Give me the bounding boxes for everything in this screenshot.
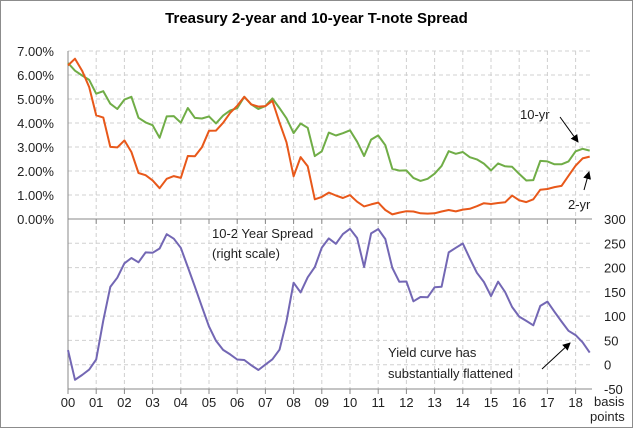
left-y-tick-label: 4.00%: [17, 116, 54, 131]
left-y-tick-label: 7.00%: [17, 44, 54, 59]
right-y-tick-label: 150: [604, 285, 626, 300]
left-y-tick-label: 6.00%: [17, 68, 54, 83]
tick-labels: 00 01 02 03 04 05 06 07 08 09 10 11 12 13 14 15 16 17 18 0.…: [17, 44, 626, 410]
series-lines: [67, 57, 591, 381]
x-tick-label: 11: [371, 395, 385, 410]
axes: [67, 51, 592, 394]
x-tick-label: 18: [568, 395, 582, 410]
annotation-spread-scale: (right scale): [212, 246, 280, 261]
x-tick-label: 01: [89, 395, 103, 410]
left-y-tick-label: 2.00%: [17, 164, 54, 179]
right-y-tick-label: 300: [604, 212, 626, 227]
arrow-10yr: [559, 116, 579, 143]
x-tick-label: 07: [258, 395, 272, 410]
y-unit-label-2: points: [590, 409, 625, 424]
right-y-tick-label: 250: [604, 236, 626, 251]
x-tick-label: 00: [61, 395, 75, 410]
arrow-flatten: [541, 342, 571, 370]
left-y-tick-label: 1.00%: [17, 188, 54, 203]
x-tick-label: 13: [427, 395, 441, 410]
x-tick-label: 15: [484, 395, 498, 410]
y-unit-label-1: basis: [594, 394, 625, 409]
left-y-tick-label: 0.00%: [17, 212, 54, 227]
x-tick-label: 06: [230, 395, 244, 410]
x-tick-label: 04: [174, 395, 188, 410]
x-tick-label: 10: [343, 395, 357, 410]
annotation-spread-label: 10-2 Year Spread: [212, 226, 313, 241]
x-tick-label: 08: [286, 395, 300, 410]
annotation-2yr: 2-yr: [568, 197, 591, 212]
x-tick-label: 02: [117, 395, 131, 410]
x-tick-label: 05: [202, 395, 216, 410]
right-y-tick-label: 100: [604, 309, 626, 324]
x-tick-label: 12: [399, 395, 413, 410]
arrow-2yr: [583, 171, 591, 191]
x-tick-label: 17: [540, 395, 554, 410]
series-2yr-line: [67, 57, 590, 216]
left-y-tick-label: 3.00%: [17, 140, 54, 155]
annotations: 10-yr 2-yr 10-2 Year Spread (right scale…: [212, 107, 625, 424]
series-10yr-line: [67, 62, 590, 182]
right-y-tick-label: 200: [604, 261, 626, 276]
annotation-10yr: 10-yr: [520, 107, 550, 122]
x-tick-label: 14: [456, 395, 470, 410]
x-tick-label: 09: [315, 395, 329, 410]
annotation-flatten-2: substantially flattened: [388, 366, 513, 381]
right-y-tick-label: 0: [604, 358, 611, 373]
right-y-tick-label: 50: [604, 333, 618, 348]
chart-title: Treasury 2-year and 10-year T-note Sprea…: [165, 10, 468, 27]
x-tick-label: 03: [145, 395, 159, 410]
series-spread-line: [67, 227, 591, 381]
right-y-tick-label: -50: [604, 382, 623, 397]
gridlines: [68, 50, 592, 389]
x-tick-label: 16: [512, 395, 526, 410]
annotation-flatten-1: Yield curve has: [388, 345, 477, 360]
left-y-tick-label: 5.00%: [17, 92, 54, 107]
